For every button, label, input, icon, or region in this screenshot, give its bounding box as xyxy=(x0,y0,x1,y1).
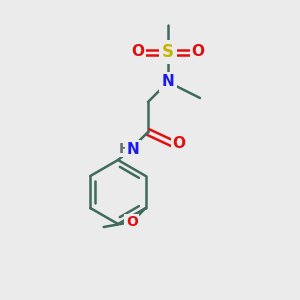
Text: H: H xyxy=(119,142,131,156)
Text: O: O xyxy=(126,215,138,229)
Text: O: O xyxy=(172,136,185,151)
Text: S: S xyxy=(162,43,174,61)
Text: O: O xyxy=(191,44,205,59)
Text: N: N xyxy=(127,142,140,157)
Text: N: N xyxy=(162,74,174,89)
Text: O: O xyxy=(131,44,145,59)
